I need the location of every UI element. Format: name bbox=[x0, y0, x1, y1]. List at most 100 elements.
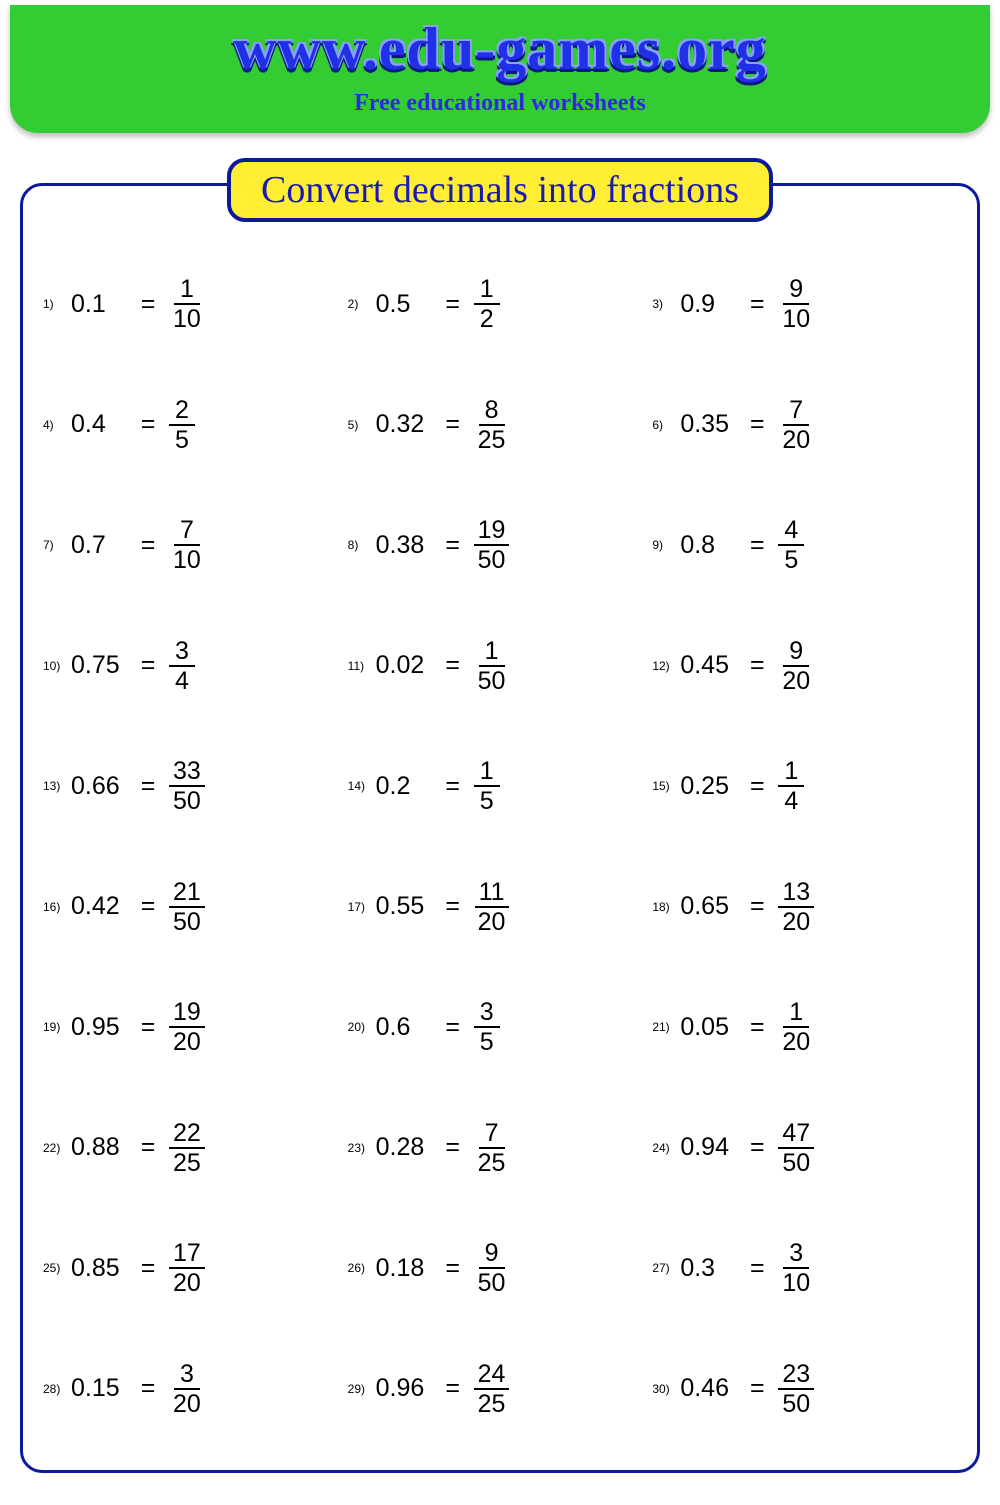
fraction-numerator: 19 bbox=[474, 517, 510, 546]
equals-sign: = bbox=[742, 651, 772, 680]
fraction-denominator: 25 bbox=[169, 1149, 205, 1176]
equals-sign: = bbox=[133, 1374, 163, 1403]
fraction-denominator: 5 bbox=[169, 426, 195, 453]
fraction-numerator: 1 bbox=[783, 999, 809, 1028]
problem: 4)0.4=25 bbox=[43, 397, 348, 454]
fraction: 15 bbox=[474, 758, 500, 815]
question-number: 25) bbox=[43, 1261, 71, 1275]
problem: 19)0.95=1920 bbox=[43, 999, 348, 1056]
fraction-denominator: 20 bbox=[778, 1028, 814, 1055]
fraction-numerator: 47 bbox=[778, 1120, 814, 1149]
problem: 7)0.7=710 bbox=[43, 517, 348, 574]
problem: 24)0.94=4750 bbox=[652, 1120, 957, 1177]
equals-sign: = bbox=[438, 892, 468, 921]
equals-sign: = bbox=[133, 772, 163, 801]
decimal-value: 0.6 bbox=[376, 1013, 438, 1042]
equals-sign: = bbox=[438, 410, 468, 439]
fraction-denominator: 25 bbox=[474, 426, 510, 453]
decimal-value: 0.38 bbox=[376, 531, 438, 560]
equals-sign: = bbox=[742, 531, 772, 560]
equals-sign: = bbox=[438, 651, 468, 680]
problem: 13)0.66=3350 bbox=[43, 758, 348, 815]
fraction-numerator: 3 bbox=[169, 638, 195, 667]
equals-sign: = bbox=[133, 1133, 163, 1162]
decimal-value: 0.18 bbox=[376, 1254, 438, 1283]
decimal-value: 0.02 bbox=[376, 651, 438, 680]
fraction-numerator: 33 bbox=[169, 758, 205, 787]
fraction-numerator: 19 bbox=[169, 999, 205, 1028]
fraction-numerator: 24 bbox=[474, 1361, 510, 1390]
equals-sign: = bbox=[742, 772, 772, 801]
fraction-numerator: 3 bbox=[174, 1361, 200, 1390]
equals-sign: = bbox=[742, 290, 772, 319]
fraction: 120 bbox=[778, 999, 814, 1056]
worksheet-title: Convert decimals into fractions bbox=[227, 158, 773, 222]
fraction: 1320 bbox=[778, 879, 814, 936]
decimal-value: 0.3 bbox=[680, 1254, 742, 1283]
fraction-denominator: 20 bbox=[169, 1390, 205, 1417]
decimal-value: 0.28 bbox=[376, 1133, 438, 1162]
fraction-numerator: 23 bbox=[778, 1361, 814, 1390]
fraction-numerator: 8 bbox=[479, 397, 505, 426]
question-number: 8) bbox=[348, 538, 376, 552]
equals-sign: = bbox=[438, 772, 468, 801]
problem: 14)0.2=15 bbox=[348, 758, 653, 815]
fraction-numerator: 21 bbox=[169, 879, 205, 908]
question-number: 17) bbox=[348, 900, 376, 914]
question-number: 30) bbox=[652, 1382, 680, 1396]
decimal-value: 0.4 bbox=[71, 410, 133, 439]
fraction: 725 bbox=[474, 1120, 510, 1177]
fraction: 14 bbox=[778, 758, 804, 815]
problem: 5)0.32=825 bbox=[348, 397, 653, 454]
fraction-numerator: 4 bbox=[778, 517, 804, 546]
question-number: 27) bbox=[652, 1261, 680, 1275]
fraction: 1120 bbox=[474, 879, 510, 936]
fraction-denominator: 50 bbox=[474, 667, 510, 694]
equals-sign: = bbox=[742, 1013, 772, 1042]
problems-grid: 1)0.1=1102)0.5=123)0.9=9104)0.4=255)0.32… bbox=[43, 276, 957, 1417]
question-number: 6) bbox=[652, 418, 680, 432]
question-number: 22) bbox=[43, 1141, 71, 1155]
decimal-value: 0.94 bbox=[680, 1133, 742, 1162]
fraction-numerator: 22 bbox=[169, 1120, 205, 1149]
question-number: 23) bbox=[348, 1141, 376, 1155]
equals-sign: = bbox=[438, 1374, 468, 1403]
fraction-denominator: 25 bbox=[474, 1390, 510, 1417]
problem: 15)0.25=14 bbox=[652, 758, 957, 815]
question-number: 7) bbox=[43, 538, 71, 552]
problem: 2)0.5=12 bbox=[348, 276, 653, 333]
fraction: 1720 bbox=[169, 1240, 205, 1297]
fraction-denominator: 20 bbox=[474, 908, 510, 935]
fraction-denominator: 50 bbox=[474, 1269, 510, 1296]
problem: 18)0.65=1320 bbox=[652, 879, 957, 936]
fraction-numerator: 1 bbox=[479, 638, 505, 667]
fraction-denominator: 50 bbox=[778, 1390, 814, 1417]
question-number: 29) bbox=[348, 1382, 376, 1396]
problem: 30)0.46=2350 bbox=[652, 1361, 957, 1418]
problem: 20)0.6=35 bbox=[348, 999, 653, 1056]
fraction-numerator: 11 bbox=[475, 879, 509, 908]
fraction-numerator: 3 bbox=[474, 999, 500, 1028]
fraction-denominator: 4 bbox=[778, 787, 804, 814]
fraction: 2225 bbox=[169, 1120, 205, 1177]
problem: 28)0.15=320 bbox=[43, 1361, 348, 1418]
fraction-numerator: 3 bbox=[783, 1240, 809, 1269]
fraction-numerator: 2 bbox=[169, 397, 195, 426]
problem: 10)0.75=34 bbox=[43, 638, 348, 695]
fraction-denominator: 20 bbox=[778, 908, 814, 935]
fraction: 2150 bbox=[169, 879, 205, 936]
decimal-value: 0.55 bbox=[376, 892, 438, 921]
question-number: 9) bbox=[652, 538, 680, 552]
decimal-value: 0.75 bbox=[71, 651, 133, 680]
problem: 23)0.28=725 bbox=[348, 1120, 653, 1177]
page-header: www.edu-games.org Free educational works… bbox=[10, 5, 990, 133]
fraction: 150 bbox=[474, 638, 510, 695]
fraction: 34 bbox=[169, 638, 195, 695]
problem: 26)0.18=950 bbox=[348, 1240, 653, 1297]
decimal-value: 0.32 bbox=[376, 410, 438, 439]
fraction-denominator: 50 bbox=[169, 787, 205, 814]
decimal-value: 0.95 bbox=[71, 1013, 133, 1042]
equals-sign: = bbox=[438, 1133, 468, 1162]
fraction-denominator: 5 bbox=[474, 787, 500, 814]
fraction-numerator: 9 bbox=[783, 638, 809, 667]
